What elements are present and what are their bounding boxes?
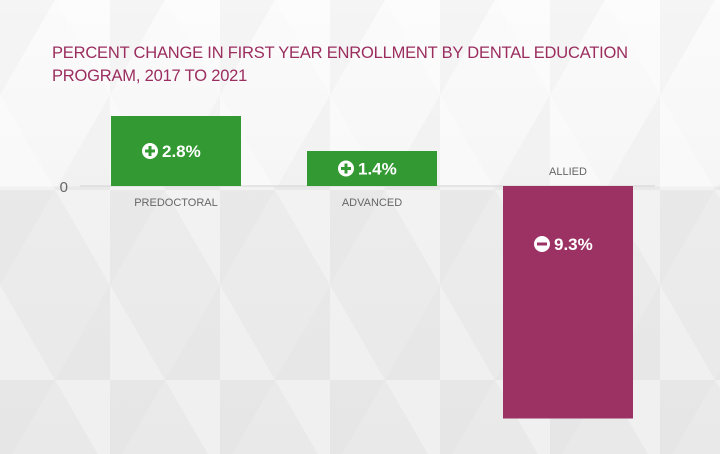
minus-icon-bar xyxy=(537,242,547,246)
y-tick-label: 0 xyxy=(60,179,68,196)
bar-allied xyxy=(503,186,633,419)
category-label: ADVANCED xyxy=(342,197,402,209)
category-label: ALLIED xyxy=(549,166,587,178)
bar-predoctoral xyxy=(111,116,241,186)
data-label: 1.4% xyxy=(358,160,397,179)
data-label: 9.3% xyxy=(554,235,593,254)
bar-advanced xyxy=(307,151,437,186)
category-label: PREDOCTORAL xyxy=(134,197,218,209)
chart-title: PERCENT CHANGE IN FIRST YEAR ENROLLMENT … xyxy=(52,44,628,85)
plus-icon-bar xyxy=(344,163,348,174)
data-label: 2.8% xyxy=(162,142,201,161)
plus-icon-bar xyxy=(148,146,152,156)
